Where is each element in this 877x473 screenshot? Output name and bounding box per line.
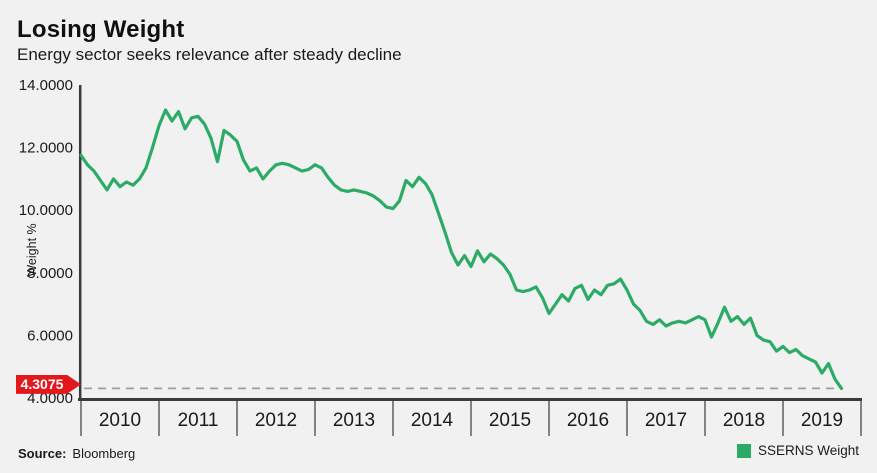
weight-series-line (79, 108, 844, 390)
source-label: Source: (18, 446, 67, 461)
x-axis-tick-label: 2015 (489, 410, 531, 431)
last-value-badge: 4.3075 (16, 374, 81, 394)
y-axis-tick-label: 4.0000 (27, 390, 73, 407)
x-axis-tick-label: 2014 (411, 410, 454, 431)
y-axis-tick-label: 6.0000 (27, 327, 73, 344)
x-axis-tick-label: 2018 (723, 410, 765, 431)
legend-label: SSERNS Weight (758, 443, 860, 458)
y-axis-tick-label: 14.0000 (19, 77, 73, 94)
x-axis-tick-label: 2010 (99, 410, 141, 431)
y-axis-tick-label: 10.0000 (19, 202, 73, 219)
x-axis-tick-label: 2011 (178, 410, 219, 431)
x-axis-tick-label: 2019 (801, 410, 843, 431)
x-axis-tick-label: 2016 (567, 410, 609, 431)
chart-title: Losing Weight (17, 16, 185, 43)
x-axis-tick-label: 2017 (645, 410, 687, 431)
y-axis-tick-label: 8.0000 (27, 265, 73, 282)
x-axis-tick-label: 2012 (255, 410, 297, 431)
y-axis-tick-label: 12.0000 (19, 140, 73, 157)
source-value: Bloomberg (72, 446, 136, 461)
chart-subtitle: Energy sector seeks relevance after stea… (17, 45, 402, 64)
source-note: Source: Bloomberg (18, 446, 135, 461)
x-axis-tick-label: 2013 (333, 410, 375, 431)
legend-swatch (737, 443, 751, 458)
legend: SSERNS Weight (737, 443, 859, 458)
